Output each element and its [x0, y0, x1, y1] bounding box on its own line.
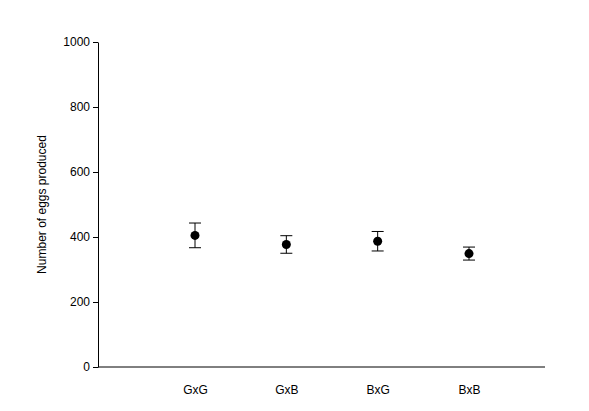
y-tick-mark	[93, 172, 98, 173]
y-tick: 800	[70, 100, 98, 114]
y-tick-mark	[93, 107, 98, 108]
y-axis-title: Number of eggs produced	[35, 135, 49, 274]
y-tick-mark	[93, 237, 98, 238]
y-tick-label: 1000	[63, 35, 90, 49]
point	[191, 231, 200, 240]
y-axis: 0 200 400 600 800 1000	[63, 35, 98, 374]
y-tick: 200	[70, 295, 98, 309]
x-axis: GxG GxB BxG BxB	[98, 367, 545, 397]
x-tick: BxB	[458, 367, 480, 397]
y-tick-mark	[93, 302, 98, 303]
error-bar	[280, 236, 292, 254]
error-bar	[463, 247, 475, 260]
y-tick: 0	[83, 360, 98, 374]
x-tick: GxB	[275, 367, 298, 397]
x-tick-label: BxG	[366, 383, 389, 397]
x-tick-label: GxB	[275, 383, 298, 397]
x-tick: GxG	[183, 367, 208, 397]
y-tick-label: 800	[70, 100, 90, 114]
y-tick-label: 400	[70, 230, 90, 244]
x-axis-line	[98, 367, 545, 368]
error-bar	[372, 231, 384, 251]
y-axis-line	[98, 43, 99, 368]
marks	[189, 223, 475, 260]
x-tick-label: GxG	[183, 383, 208, 397]
chart: 0 200 400 600 800 1000 GxG GxB BxG BxB Number of e…	[0, 0, 589, 411]
y-tick-label: 200	[70, 295, 90, 309]
x-tick: BxG	[366, 367, 389, 397]
x-tick-label: BxB	[458, 383, 480, 397]
y-tick-label: 600	[70, 165, 90, 179]
y-tick-mark	[93, 42, 98, 43]
error-bar	[189, 223, 201, 248]
y-tick: 400	[70, 230, 98, 244]
y-tick-mark	[93, 367, 98, 368]
y-tick: 600	[70, 165, 98, 179]
y-tick: 1000	[63, 35, 98, 49]
point	[282, 240, 291, 249]
y-tick-label: 0	[83, 360, 90, 374]
point	[373, 237, 382, 246]
point	[465, 249, 474, 258]
